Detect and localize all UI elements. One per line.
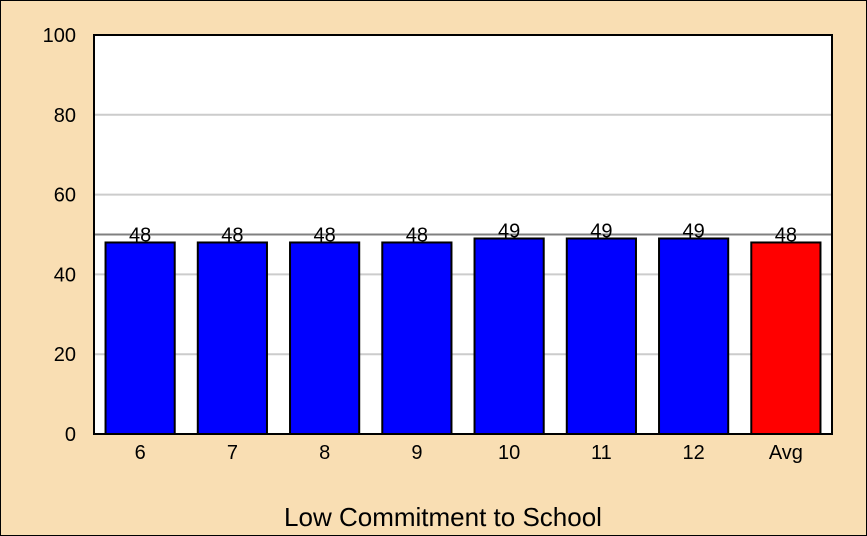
data-label: 48: [314, 224, 336, 246]
data-label: 48: [775, 224, 797, 246]
bar: [196, 241, 268, 435]
data-label: 49: [498, 220, 520, 242]
data-label: 48: [221, 224, 243, 246]
x-tick-label: 10: [498, 442, 520, 464]
bar: [750, 241, 822, 435]
bar: [289, 241, 361, 435]
bar: [381, 241, 453, 435]
data-label: 48: [406, 224, 428, 246]
chart-title: Low Commitment to School: [284, 502, 602, 532]
data-label: 48: [129, 224, 151, 246]
plot-border: [93, 34, 833, 435]
data-label: 49: [683, 220, 705, 242]
y-tick-label: 0: [65, 424, 76, 446]
y-tick-label: 80: [54, 105, 76, 127]
bar: [473, 237, 545, 435]
x-tick-label: 9: [411, 442, 422, 464]
x-tick-label: 8: [319, 442, 330, 464]
x-tick-label: 6: [135, 442, 146, 464]
y-tick-label: 40: [54, 264, 76, 286]
y-tick-label: 60: [54, 185, 76, 207]
bar: [565, 237, 637, 435]
x-tick-label: Avg: [769, 442, 803, 464]
bar: [658, 237, 730, 435]
y-tick-label: 20: [54, 344, 76, 366]
x-tick-label: 12: [683, 442, 705, 464]
y-tick-label: 100: [43, 25, 76, 47]
data-label: 49: [590, 220, 612, 242]
x-tick-label: 11: [591, 442, 612, 464]
x-tick-label: 7: [227, 442, 238, 464]
bar: [104, 241, 176, 435]
